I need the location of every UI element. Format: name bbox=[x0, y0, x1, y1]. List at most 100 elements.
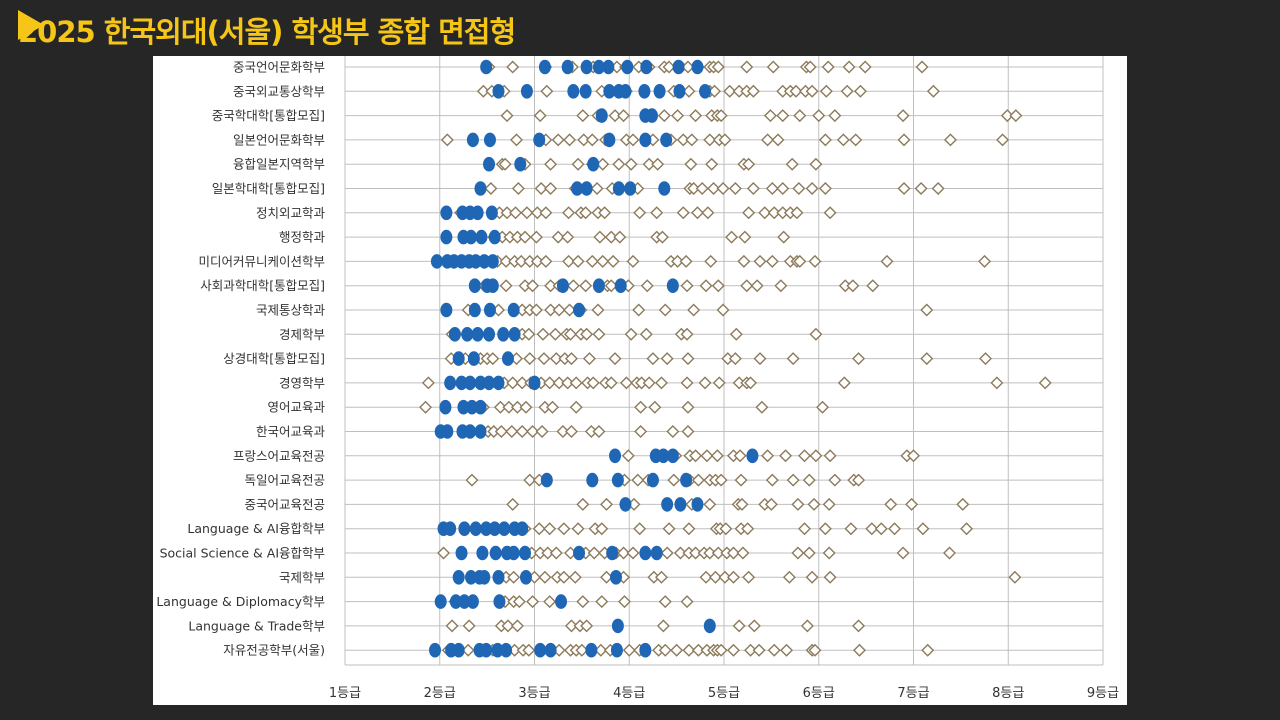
rejected-point bbox=[544, 303, 558, 317]
rejected-point bbox=[774, 279, 788, 293]
rejected-point bbox=[544, 279, 558, 293]
rejected-point bbox=[765, 473, 779, 487]
accepted-point bbox=[592, 278, 605, 293]
rejected-point bbox=[707, 182, 721, 195]
y-category-label: Social Science & AI융합학부 bbox=[160, 546, 325, 561]
rejected-point bbox=[716, 182, 730, 195]
accepted-point bbox=[491, 642, 504, 658]
rejected-point bbox=[594, 643, 608, 657]
rejected-point bbox=[533, 109, 547, 123]
rejected-point bbox=[582, 352, 596, 366]
rejected-point bbox=[819, 84, 833, 98]
rejected-point bbox=[660, 352, 674, 366]
rejected-point bbox=[522, 643, 536, 657]
accepted-point bbox=[580, 59, 593, 75]
rejected-point bbox=[1038, 376, 1052, 390]
x-tick-label: 7등급 bbox=[897, 686, 929, 701]
rejected-point bbox=[742, 570, 756, 584]
rejected-point bbox=[790, 206, 804, 220]
accepted-point bbox=[493, 594, 506, 609]
accepted-point bbox=[609, 448, 622, 464]
accepted-point bbox=[621, 59, 634, 75]
accepted-point bbox=[519, 570, 532, 585]
accepted-point bbox=[500, 642, 513, 658]
rejected-point bbox=[687, 303, 701, 317]
accepted-point bbox=[609, 570, 622, 585]
accepted-point bbox=[439, 399, 452, 415]
rejected-point bbox=[681, 425, 695, 438]
accepted-point bbox=[466, 132, 479, 148]
rejected-point bbox=[500, 206, 514, 220]
rejected-point bbox=[667, 473, 681, 487]
accepted-point bbox=[486, 254, 499, 269]
rejected-point bbox=[543, 595, 557, 609]
accepted-point bbox=[573, 302, 586, 318]
accepted-point bbox=[653, 84, 666, 99]
rejected-point bbox=[593, 230, 607, 244]
accepted-point bbox=[561, 59, 574, 75]
rejected-point bbox=[809, 449, 823, 463]
rejected-point bbox=[539, 206, 553, 220]
rejected-point bbox=[541, 546, 555, 560]
rejected-point bbox=[557, 522, 571, 536]
accepted-point bbox=[468, 278, 481, 293]
rejected-point bbox=[500, 109, 514, 123]
rejected-point bbox=[701, 206, 715, 220]
rejected-point bbox=[506, 376, 520, 390]
rejected-point bbox=[499, 279, 513, 293]
rejected-point bbox=[763, 109, 777, 123]
accepted-point bbox=[475, 229, 488, 245]
rejected-point bbox=[884, 497, 898, 511]
x-tick-label: 6등급 bbox=[803, 686, 835, 701]
rejected-point bbox=[704, 254, 718, 268]
rejected-point bbox=[853, 643, 866, 657]
accepted-point bbox=[480, 521, 493, 536]
accepted-point bbox=[468, 302, 481, 318]
rejected-point bbox=[699, 279, 713, 293]
rejected-point bbox=[632, 303, 646, 317]
rejected-point bbox=[809, 157, 823, 171]
rejected-point bbox=[842, 60, 856, 74]
rejected-point bbox=[990, 376, 1004, 390]
accepted-point bbox=[469, 254, 482, 269]
rejected-point bbox=[658, 643, 672, 657]
rejected-point bbox=[590, 182, 604, 195]
rejected-point bbox=[735, 497, 749, 511]
rejected-point bbox=[465, 473, 479, 487]
rejected-point bbox=[543, 522, 557, 536]
accepted-point bbox=[440, 205, 453, 221]
rejected-point bbox=[596, 157, 610, 171]
rejected-point bbox=[699, 570, 713, 584]
rejected-point bbox=[592, 425, 606, 438]
rejected-point bbox=[802, 546, 816, 560]
accepted-point bbox=[497, 327, 510, 342]
rejected-point bbox=[613, 230, 627, 244]
accepted-point bbox=[441, 424, 454, 439]
accepted-point bbox=[429, 642, 442, 658]
rejected-point bbox=[767, 206, 781, 220]
rejected-point bbox=[576, 595, 590, 609]
y-category-label: Language & Trade학부 bbox=[188, 618, 325, 633]
rejected-point bbox=[564, 425, 578, 438]
accepted-point bbox=[434, 594, 447, 609]
y-category-label: 상경대학[통합모집] bbox=[223, 351, 325, 366]
rejected-point bbox=[585, 254, 599, 268]
accepted-point bbox=[486, 278, 499, 293]
rejected-point bbox=[726, 546, 740, 560]
rejected-point bbox=[703, 497, 717, 511]
rejected-point bbox=[564, 352, 578, 366]
y-category-label: 경영학부 bbox=[279, 375, 325, 390]
accepted-point bbox=[533, 132, 546, 148]
y-category-label: 국제통상학과 bbox=[256, 303, 326, 318]
x-tick-label: 4등급 bbox=[613, 686, 645, 701]
accepted-point bbox=[580, 181, 593, 196]
y-category-label: 경제학부 bbox=[279, 327, 325, 342]
rejected-point bbox=[680, 595, 694, 609]
accepted-point bbox=[483, 302, 496, 318]
accepted-point bbox=[571, 181, 584, 196]
rejected-point bbox=[626, 546, 640, 560]
rejected-point bbox=[600, 570, 613, 584]
accepted-point bbox=[430, 254, 443, 269]
rejected-point bbox=[608, 352, 622, 366]
accepted-point bbox=[440, 229, 453, 245]
